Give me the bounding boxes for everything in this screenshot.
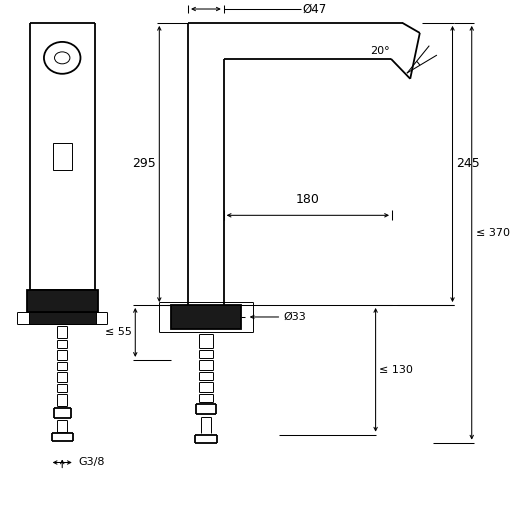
Bar	[52, 142, 72, 171]
Text: ≤ 370: ≤ 370	[475, 228, 509, 238]
Bar	[29, 312, 96, 324]
Text: 20°: 20°	[371, 46, 390, 56]
Bar	[171, 305, 241, 329]
Text: 180: 180	[296, 193, 320, 206]
Text: ≤ 130: ≤ 130	[379, 365, 413, 375]
Text: ≤ 55: ≤ 55	[104, 328, 132, 337]
Text: Ø33: Ø33	[283, 312, 306, 322]
Text: Ø47: Ø47	[303, 3, 327, 16]
Bar	[27, 290, 98, 312]
Text: 295: 295	[132, 158, 155, 171]
Text: G3/8: G3/8	[79, 458, 105, 467]
Text: 245: 245	[456, 158, 480, 171]
